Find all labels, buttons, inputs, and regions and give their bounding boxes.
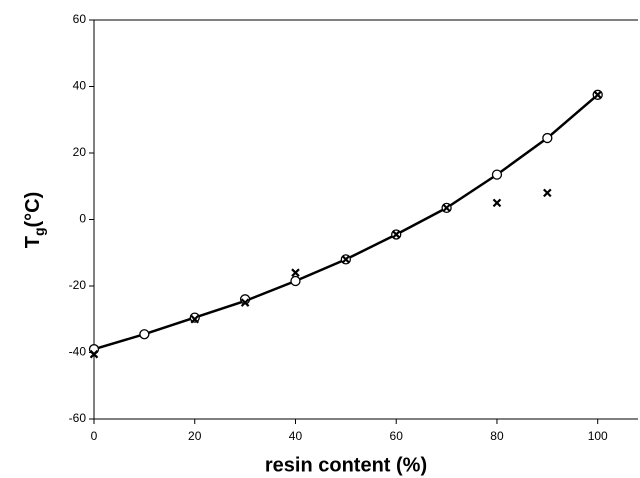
y-tick-label: 60 — [73, 12, 87, 26]
x-marker — [291, 268, 300, 277]
y-tick-label: 40 — [73, 79, 87, 93]
y-tick-label: -40 — [69, 345, 87, 359]
y-label-main: T — [22, 236, 44, 248]
x-marker — [492, 198, 502, 208]
y-tick-label: 20 — [73, 145, 87, 159]
x-tick-label: 100 — [588, 429, 608, 443]
x-tick-label: 40 — [289, 429, 303, 443]
x-axis-label: resin content (%) — [265, 454, 427, 476]
x-marker — [89, 349, 99, 359]
x-tick-label: 20 — [188, 429, 202, 443]
circle-marker — [189, 312, 200, 323]
y-tick-label: 0 — [79, 212, 86, 226]
y-tick-label: -60 — [69, 411, 87, 425]
x-marker — [240, 298, 250, 307]
circle-marker — [290, 275, 301, 287]
fit-line — [93, 93, 599, 351]
circle-marker — [542, 132, 553, 144]
x-marker — [190, 314, 200, 324]
circle-marker — [491, 169, 503, 180]
y-axis-label: Tg(°C) — [22, 192, 46, 249]
y-label-sub: g — [31, 227, 47, 236]
x-tick-label: 60 — [390, 429, 404, 443]
x-marker — [543, 188, 552, 198]
x-marker — [341, 255, 351, 264]
circle-marker — [139, 329, 150, 340]
x-tick-label: 0 — [91, 429, 98, 443]
x-marker — [391, 230, 401, 239]
x-marker — [442, 203, 451, 213]
y-label-unit: (°C) — [22, 192, 44, 228]
x-tick-label: 80 — [490, 429, 504, 443]
y-tick-label: -20 — [69, 278, 87, 292]
x-marker — [593, 90, 602, 100]
